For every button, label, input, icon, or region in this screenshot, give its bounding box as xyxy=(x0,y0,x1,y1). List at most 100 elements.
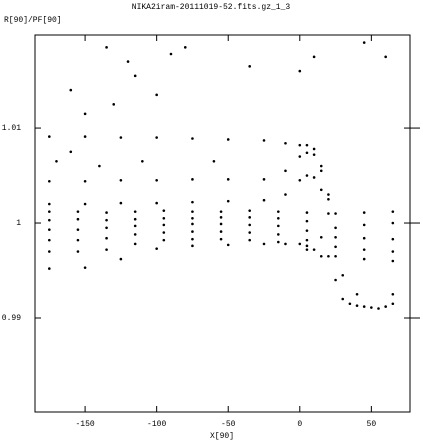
data-point xyxy=(391,210,395,213)
data-point xyxy=(312,147,316,151)
data-point xyxy=(312,176,316,179)
data-point xyxy=(48,135,51,138)
data-point xyxy=(277,210,280,213)
data-point xyxy=(248,238,251,242)
data-point xyxy=(362,211,366,214)
data-point xyxy=(305,229,309,232)
data-point xyxy=(391,259,395,263)
data-point xyxy=(169,52,173,56)
data-point xyxy=(69,88,73,92)
data-point xyxy=(298,69,302,73)
data-point xyxy=(162,223,166,227)
data-point xyxy=(55,159,58,163)
data-point xyxy=(305,211,309,214)
data-point xyxy=(391,302,395,306)
data-point xyxy=(183,46,187,49)
x-tick-label: -50 xyxy=(221,420,236,429)
data-point xyxy=(76,250,80,253)
data-point xyxy=(391,237,395,241)
data-point xyxy=(298,143,302,147)
data-point xyxy=(191,237,194,241)
data-point xyxy=(298,155,302,158)
data-point xyxy=(226,178,230,181)
data-point xyxy=(191,210,194,213)
data-point xyxy=(162,209,166,212)
data-point xyxy=(48,218,51,222)
data-point xyxy=(226,138,230,141)
data-point xyxy=(334,212,337,215)
plot-frame xyxy=(34,34,411,413)
data-point xyxy=(141,159,144,163)
data-point xyxy=(312,248,316,251)
data-point xyxy=(305,151,309,155)
data-point xyxy=(391,250,395,253)
data-point xyxy=(277,233,280,236)
data-point xyxy=(319,235,323,239)
data-point xyxy=(83,112,87,116)
data-point xyxy=(312,153,316,156)
data-point xyxy=(312,55,316,59)
data-point xyxy=(155,201,158,205)
y-tick-label: 0.99 xyxy=(2,314,21,323)
data-point xyxy=(391,292,395,296)
data-point xyxy=(305,248,309,251)
data-point xyxy=(341,297,345,301)
data-point xyxy=(219,210,223,213)
data-point xyxy=(384,55,387,59)
data-point xyxy=(126,60,130,63)
data-point xyxy=(191,137,194,140)
data-point xyxy=(219,237,223,241)
data-point xyxy=(348,302,352,306)
data-point xyxy=(334,226,337,230)
data-point xyxy=(334,254,337,258)
data-point xyxy=(105,236,108,240)
data-point xyxy=(226,199,230,203)
data-point xyxy=(277,240,280,244)
data-point xyxy=(191,230,194,233)
data-point xyxy=(133,242,137,246)
data-point xyxy=(262,139,266,142)
data-point xyxy=(362,223,366,227)
data-point xyxy=(284,193,287,196)
data-point xyxy=(305,174,309,177)
data-point xyxy=(277,224,280,228)
data-point xyxy=(212,159,216,163)
data-point xyxy=(98,164,101,168)
data-point xyxy=(334,278,337,282)
data-point xyxy=(48,179,51,183)
data-point xyxy=(248,65,251,68)
data-point xyxy=(119,201,123,205)
data-point xyxy=(262,198,266,202)
data-point xyxy=(305,238,309,242)
y-axis-label: R[90]/PF[90] xyxy=(4,16,62,25)
data-point xyxy=(284,141,287,145)
data-point xyxy=(133,217,137,221)
data-point xyxy=(83,179,87,183)
data-point xyxy=(105,46,108,49)
data-point xyxy=(319,164,323,168)
data-point xyxy=(319,169,323,173)
data-point xyxy=(48,202,51,206)
data-point xyxy=(362,257,366,261)
chart-title: NIKA2iram-20111019-52.fits.gz_1_3 xyxy=(132,3,291,12)
data-point xyxy=(334,245,337,249)
data-point xyxy=(362,236,366,240)
data-point xyxy=(155,93,158,97)
x-tick-label: 0 xyxy=(297,420,302,429)
data-point xyxy=(362,248,366,251)
data-point xyxy=(191,200,194,204)
data-point xyxy=(327,193,330,196)
data-point xyxy=(219,222,223,226)
data-point xyxy=(119,136,123,139)
data-point xyxy=(284,242,287,246)
data-point xyxy=(355,304,359,307)
data-point xyxy=(105,218,108,222)
data-point xyxy=(298,178,302,182)
data-point xyxy=(327,197,330,201)
data-point xyxy=(305,219,309,223)
data-point xyxy=(319,188,323,192)
data-point xyxy=(284,169,287,173)
data-point xyxy=(305,244,309,248)
data-point xyxy=(191,244,194,248)
data-point xyxy=(119,178,123,182)
